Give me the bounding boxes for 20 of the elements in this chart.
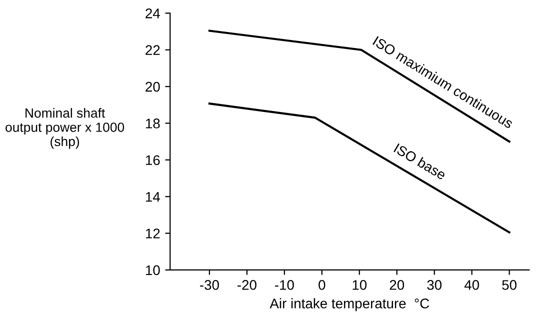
x-tick-label: 0 bbox=[318, 280, 326, 290]
y-tick-label: 10 bbox=[146, 265, 160, 276]
y-tick-label: 22 bbox=[146, 45, 160, 55]
y-tick-label: 14 bbox=[146, 192, 160, 202]
x-axis-title: Air intake temperature °C bbox=[270, 298, 430, 312]
y-tick-label: 18 bbox=[146, 118, 160, 128]
text: ISO base bbox=[393, 142, 447, 180]
x-tick-label: -20 bbox=[238, 280, 256, 290]
x-tick-label: 20 bbox=[390, 280, 404, 290]
x-tick-label: -10 bbox=[275, 280, 294, 290]
x-tick-label: 10 bbox=[352, 280, 367, 290]
x-tick-label: 50 bbox=[502, 280, 517, 290]
x-tick-label: 30 bbox=[427, 280, 442, 290]
y-axis-title: Nominal shaft output power x 1000 (shp) bbox=[6, 108, 124, 149]
x-tick-label: -30 bbox=[200, 280, 219, 290]
y-tick-label: 24 bbox=[146, 8, 160, 18]
x-tick-label: 40 bbox=[464, 280, 480, 290]
y-tick-label: 12 bbox=[146, 228, 160, 238]
y-tick-label: 16 bbox=[146, 155, 160, 166]
y-tick-label: 20 bbox=[146, 82, 160, 92]
